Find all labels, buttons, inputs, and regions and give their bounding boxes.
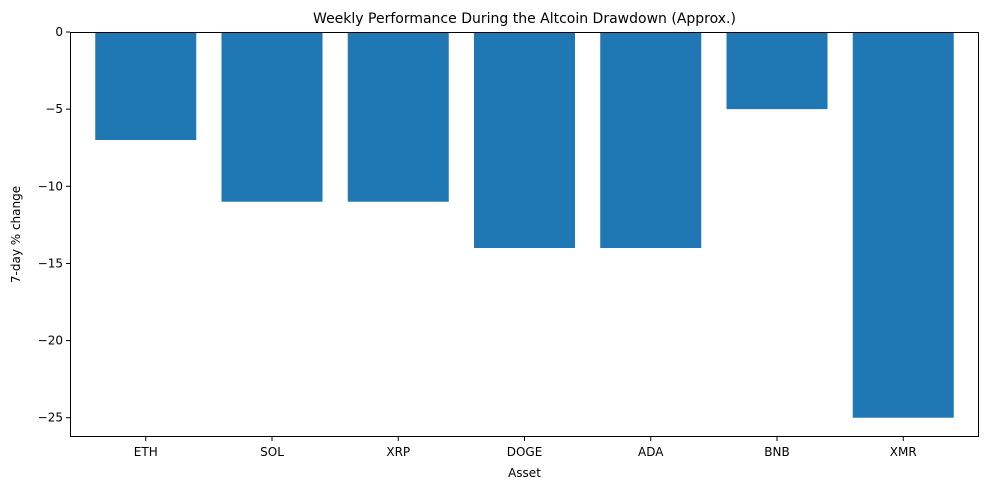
- x-tick-label: ADA: [638, 445, 664, 459]
- bar-doge: [474, 32, 575, 248]
- y-tick-label: −5: [45, 102, 63, 116]
- y-tick-label: −10: [38, 179, 63, 193]
- x-tick-label: SOL: [260, 445, 284, 459]
- y-axis-label: 7-day % change: [9, 186, 23, 283]
- bar-xrp: [347, 32, 449, 202]
- y-tick-label: −15: [38, 256, 63, 270]
- x-tick-label: BNB: [764, 445, 789, 459]
- y-tick-label: 0: [55, 25, 63, 39]
- y-tick-label: −25: [38, 411, 63, 425]
- y-tick-label: −20: [38, 334, 63, 348]
- ticks-layer: ETH SOL XRP DOGE ADA BNB XMR 0 −5 −10 −15 −20 −25: [38, 25, 917, 459]
- bar-sol: [221, 32, 323, 202]
- bar-bnb: [726, 32, 828, 110]
- x-tick-label: DOGE: [507, 445, 543, 459]
- x-axis-label: Asset: [508, 466, 541, 480]
- x-tick-label: ETH: [134, 445, 158, 459]
- x-tick-label: XRP: [386, 445, 410, 459]
- chart-title: Weekly Performance During the Altcoin Dr…: [313, 11, 736, 27]
- plot-frame: [70, 32, 979, 437]
- bars-layer: [95, 32, 954, 418]
- bar-ada: [600, 32, 702, 248]
- x-tick-label: XMR: [890, 445, 917, 459]
- bar-eth: [95, 32, 197, 140]
- bar-xmr: [852, 32, 954, 418]
